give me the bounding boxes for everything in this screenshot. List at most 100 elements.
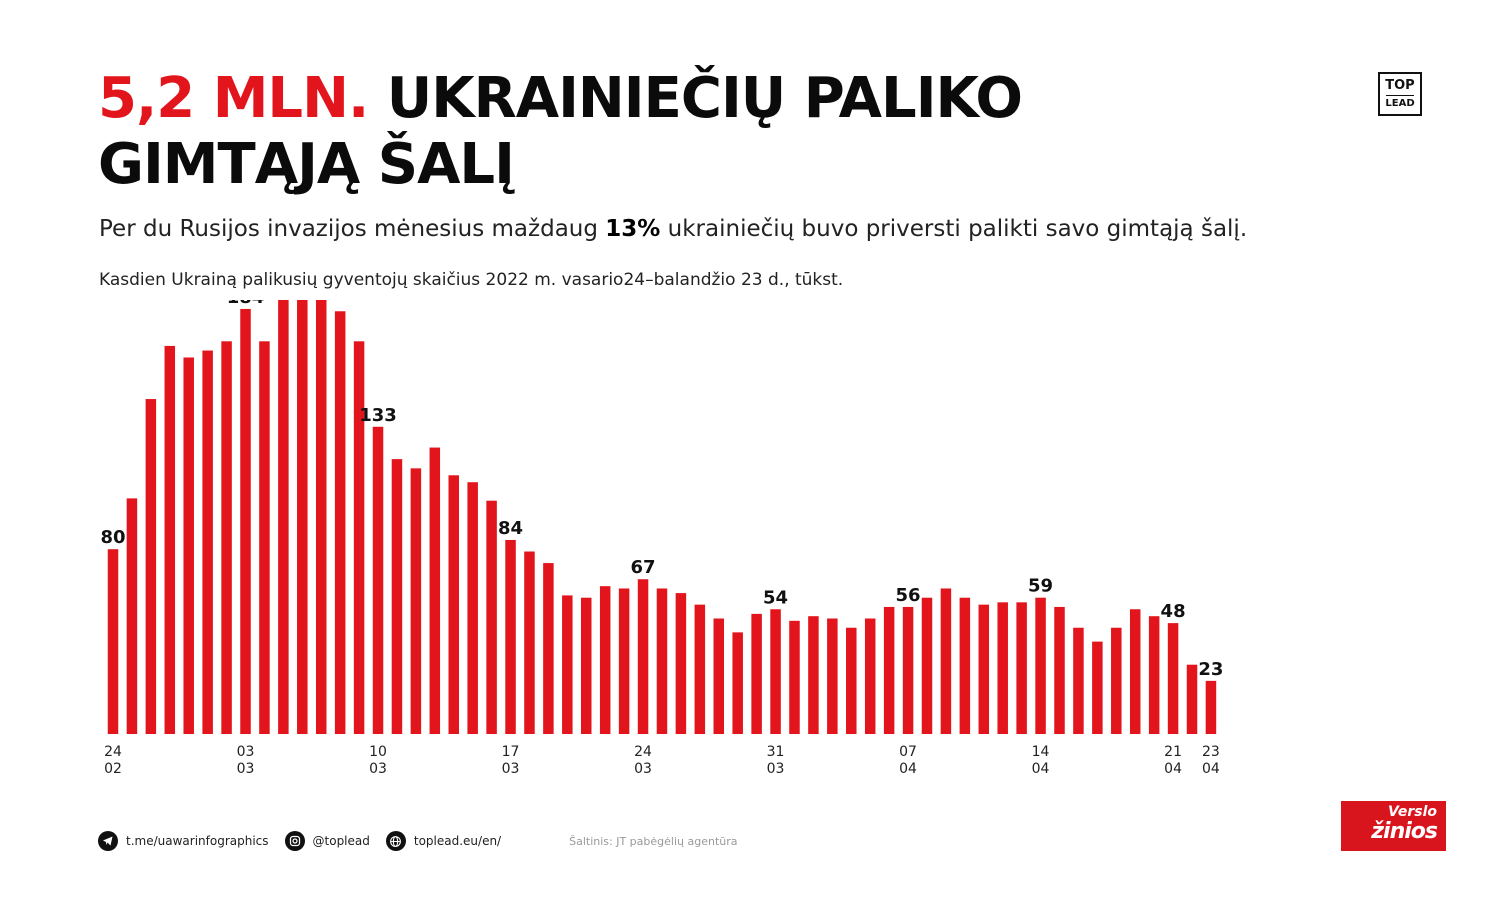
bar [959,597,971,734]
bar [1016,602,1027,734]
chart-caption: Kasdien Ukrainą palikusių gyventojų skai… [99,270,844,290]
x-tick-month: 04 [1164,761,1182,777]
bar [883,606,895,734]
toplead-logo-divider [1386,95,1414,96]
bar [713,618,725,734]
bar [429,447,441,734]
footer-telegram-text: t.me/uawarinfographics [126,834,269,848]
instagram-icon [284,831,305,851]
x-tick-month: 03 [634,761,652,777]
data-label: 59 [1028,576,1053,597]
x-tick-day: 10 [369,744,387,760]
bar [410,468,422,734]
footer-website-text: toplead.eu/en/ [413,834,502,848]
x-tick-day: 21 [1164,744,1182,760]
bar [202,350,213,734]
bar [656,588,668,734]
bar [1111,627,1122,734]
bar [921,597,933,734]
toplead-logo: TOP LEAD [1378,72,1422,116]
x-tick-day: 31 [767,744,785,760]
bar [846,627,857,734]
data-label: 67 [631,557,656,578]
bar [164,345,176,734]
bar [1073,627,1084,734]
toplead-logo-line2: LEAD [1385,98,1415,109]
bar [448,475,459,734]
verslo-zinios-logo: Verslo žinios [1341,801,1446,851]
bar [940,588,952,734]
data-label: 80 [100,527,125,548]
bar [1205,680,1217,734]
verslo-zinios-line2: žinios [1371,819,1438,844]
bar [107,549,119,734]
x-tick-month: 03 [767,761,785,777]
bar [183,357,194,734]
data-label: 133 [359,405,397,426]
bar [1035,597,1046,734]
data-label: 54 [763,587,788,608]
bar [145,399,157,734]
subtitle-after: ukrainiečių buvo priversti palikti savo … [660,216,1248,242]
bar [902,606,914,734]
bar [505,539,516,734]
x-tick-day: 07 [899,744,917,760]
bar [637,579,649,734]
bar [467,482,478,734]
bar [353,341,365,734]
bar [618,588,630,734]
bar [1054,606,1065,734]
x-tick-month: 04 [1032,761,1050,777]
source-note: Šaltinis: JT pabėgėlių agentūra [569,834,738,848]
bar [827,618,838,734]
x-tick-month: 02 [104,761,122,777]
bar [1148,616,1160,734]
subtitle-before: Per du Rusijos invazijos mėnesius maždau… [99,216,606,242]
verslo-zinios-line1: Verslo [1388,804,1437,820]
x-tick-month: 03 [369,761,387,777]
bar [770,609,781,734]
title-highlight: 5,2 MLN. [98,66,369,131]
x-tick-day: 24 [104,744,122,760]
toplead-logo-line1: TOP [1385,78,1415,93]
data-label: 84 [498,518,523,539]
bar [240,308,251,734]
footer-telegram[interactable]: t.me/uawarinfographics [98,831,269,851]
bar [562,595,573,734]
x-tick-day: 23 [1202,744,1220,760]
bar [1167,623,1179,734]
bar [315,300,327,734]
bar [486,500,497,734]
x-tick-month: 03 [237,761,255,777]
data-label: 23 [1198,659,1223,680]
title-rest: UKRAINIEČIŲ PALIKO GIMTĄJĄ ŠALĮ [98,66,1023,197]
telegram-icon [98,831,118,851]
bar [997,602,1008,734]
bar [221,341,232,734]
bar [675,593,687,734]
bar [978,604,990,734]
x-tick-day: 14 [1032,744,1050,760]
data-label: 184 [227,300,265,308]
data-label: 48 [1161,601,1186,622]
globe-icon [385,831,406,851]
bar [391,459,403,734]
bar [524,551,535,734]
footer-instagram[interactable]: @toplead [284,831,370,851]
bar [864,618,876,734]
footer-website[interactable]: toplead.eu/en/ [385,831,502,851]
bar [1129,609,1141,734]
x-tick-day: 24 [634,744,652,760]
x-tick-month: 04 [899,761,917,777]
x-tick-month: 03 [502,761,520,777]
bar [808,616,819,734]
bar [599,586,611,734]
bar [694,604,706,734]
data-label: 56 [896,585,921,606]
subtitle-bold: 13% [605,216,661,242]
bar [732,632,743,734]
footer-instagram-text: @toplead [312,834,370,848]
bar [1186,664,1198,734]
bar [334,311,346,734]
x-tick-day: 17 [502,744,520,760]
